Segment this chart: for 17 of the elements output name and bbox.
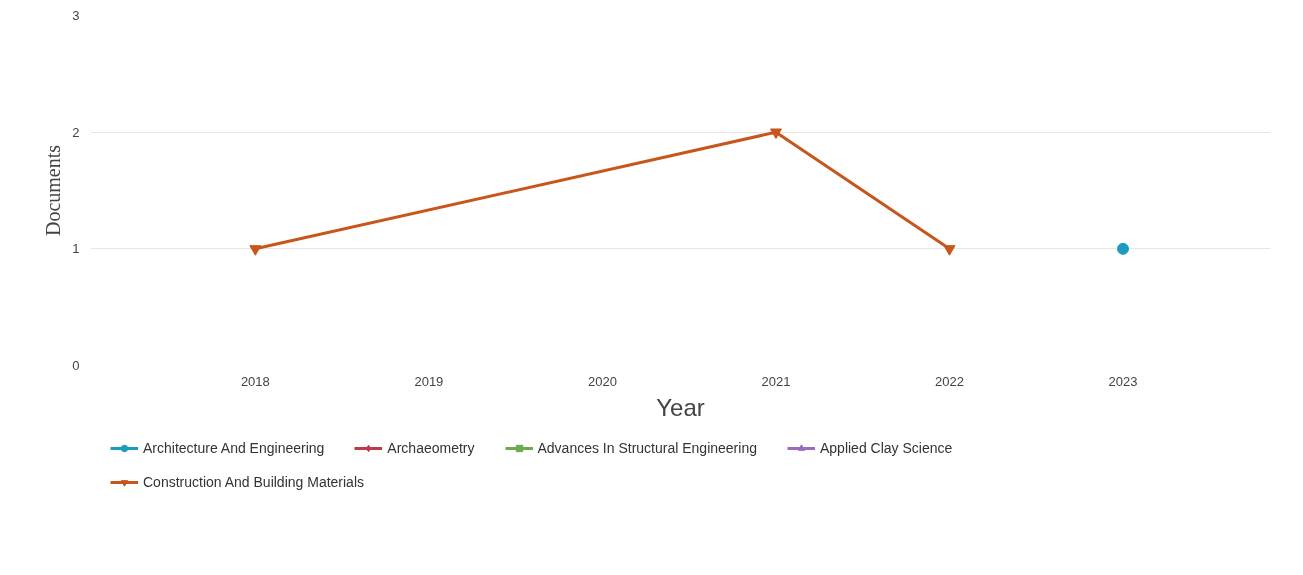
x-tick-label: 2022	[935, 373, 964, 389]
x-tick-label: 2023	[1108, 373, 1138, 389]
legend-label: Construction And Building Materials	[143, 474, 365, 490]
y-tick-label: 1	[72, 241, 80, 257]
legend-label: Archaeometry	[387, 440, 475, 456]
x-tick-label: 2019	[414, 373, 444, 389]
y-tick-label: 3	[72, 8, 80, 23]
x-tick-label: 2020	[587, 373, 617, 389]
y-axis-title: Documents	[42, 144, 65, 237]
legend-label: Architecture And Engineering	[143, 440, 325, 456]
legend-label: Applied Clay Science	[819, 440, 953, 456]
y-tick-label: 0	[72, 358, 80, 373]
x-axis-title: Year	[656, 393, 705, 421]
x-tick-label: 2021	[761, 373, 791, 389]
legend-label: Advances In Structural Engineering	[537, 440, 757, 456]
y-tick-label: 2	[72, 124, 80, 140]
x-tick-label: 2018	[240, 373, 270, 389]
